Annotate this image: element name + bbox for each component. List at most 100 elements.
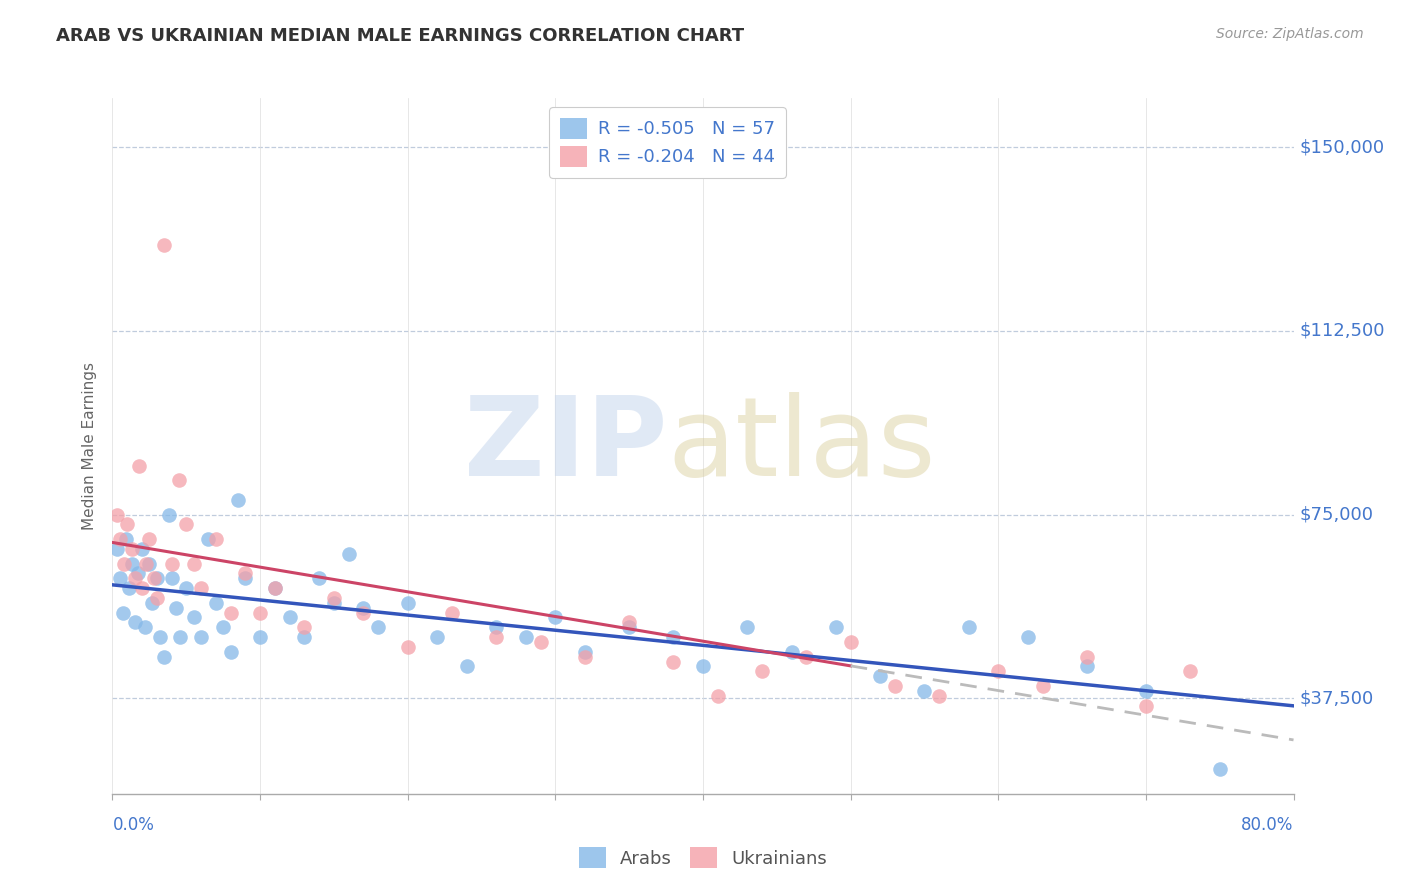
Point [515,630,537,644]
Point [337,547,360,561]
Point [233,566,256,581]
Point [1076,649,1098,664]
Text: Source: ZipAtlas.com: Source: ZipAtlas.com [1216,27,1364,41]
Point [233,571,256,585]
Point [308,571,330,585]
Point [292,620,315,634]
Point [441,606,464,620]
Point [197,532,219,546]
Point [157,508,180,522]
Point [249,630,271,644]
Point [205,532,228,546]
Text: ZIP: ZIP [464,392,668,500]
Point [869,669,891,683]
Text: ARAB VS UKRAINIAN MEDIAN MALE EARNINGS CORRELATION CHART: ARAB VS UKRAINIAN MEDIAN MALE EARNINGS C… [56,27,744,45]
Point [323,591,346,605]
Point [957,620,980,634]
Point [987,665,1010,679]
Point [914,684,936,698]
Point [619,620,641,634]
Point [153,238,176,252]
Point [485,620,508,634]
Point [928,689,950,703]
Point [249,606,271,620]
Point [174,581,197,595]
Point [205,596,228,610]
Point [112,557,135,571]
Point [131,581,153,595]
Point [128,458,150,473]
Point [352,600,374,615]
Point [167,473,190,487]
Point [1135,684,1157,698]
Text: $150,000: $150,000 [1299,138,1385,156]
Point [292,630,315,644]
Point [169,630,191,644]
Point [160,557,183,571]
Point [142,571,165,585]
Point [544,610,567,624]
Point [114,532,136,546]
Point [121,541,143,556]
Point [183,610,205,624]
Point [105,508,128,522]
Point [796,649,818,664]
Point [219,606,242,620]
Point [124,615,146,630]
Point [117,517,138,532]
Point [884,679,907,693]
Point [751,665,773,679]
Point [1017,630,1039,644]
Text: $112,500: $112,500 [1299,322,1385,340]
Point [278,610,301,624]
Point [574,649,596,664]
Point [141,596,163,610]
Point [190,630,212,644]
Point [1180,665,1202,679]
Point [183,557,205,571]
Text: atlas: atlas [668,392,936,500]
Point [692,659,714,673]
Point [226,492,249,507]
Point [264,581,287,595]
Point [131,541,153,556]
Point [219,645,242,659]
Point [149,630,172,644]
Point [138,557,160,571]
Point [264,581,287,595]
Text: $75,000: $75,000 [1299,506,1374,524]
Point [662,630,685,644]
Point [839,635,862,649]
Point [1208,763,1232,777]
Point [118,581,141,595]
Point [108,571,131,585]
Point [146,591,169,605]
Point [396,596,419,610]
Legend: Arabs, Ukrainians: Arabs, Ukrainians [571,840,835,875]
Point [124,571,146,585]
Point [212,620,235,634]
Point [1032,679,1054,693]
Point [127,566,149,581]
Point [160,571,183,585]
Point [135,557,157,571]
Point [111,606,134,620]
Point [134,620,156,634]
Point [190,581,212,595]
Point [367,620,389,634]
Point [138,532,160,546]
Point [456,659,478,673]
Point [707,689,730,703]
Point [153,649,176,664]
Point [529,635,551,649]
Text: $37,500: $37,500 [1299,690,1374,707]
Y-axis label: Median Male Earnings: Median Male Earnings [82,362,97,530]
Text: 0.0%: 0.0% [112,816,155,834]
Point [174,517,197,532]
Point [121,557,143,571]
Point [574,645,596,659]
Point [146,571,169,585]
Point [737,620,759,634]
Text: 80.0%: 80.0% [1241,816,1294,834]
Point [1135,698,1157,713]
